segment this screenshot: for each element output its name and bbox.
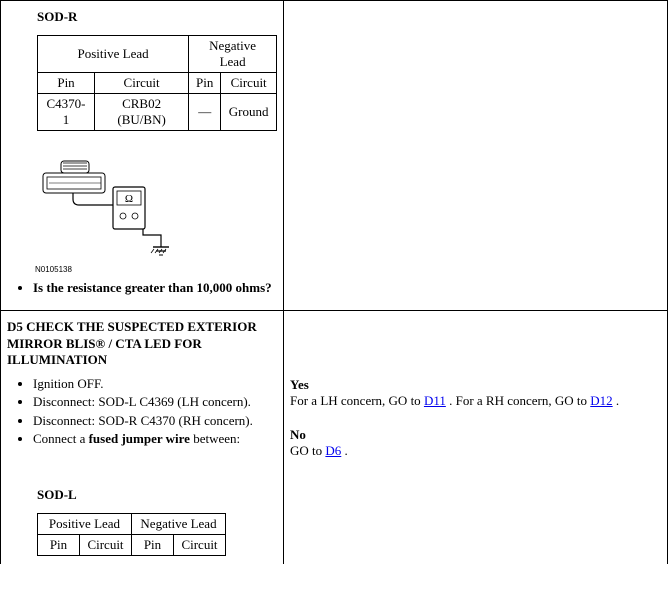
question-list: Is the resistance greater than 10,000 oh… [21,280,277,296]
step-result-upper [284,1,667,310]
pos-pin-cell: C4370-1 [38,94,95,131]
pin-header-2-neg: Pin [132,535,174,556]
ohm-symbol: Ω [125,193,133,205]
pin-header: Pin [38,73,95,94]
d5-b1: Ignition OFF. [33,376,277,392]
circuit-header-neg: Circuit [221,73,277,94]
neg-pin-cell: — [189,94,221,131]
d5-b4: Connect a fused jumper wire between: [33,431,277,447]
circuit-header-2: Circuit [80,535,132,556]
link-d12[interactable]: D12 [590,393,612,408]
d5-b2: Disconnect: SOD-L C4369 (LH concern). [33,394,277,410]
resistance-question: Is the resistance greater than 10,000 oh… [33,280,277,296]
no-label: No [290,427,661,443]
pos-lead-header-2: Positive Lead [38,514,132,535]
no-text: GO to D6 . [290,443,661,459]
d5-heading: D5 CHECK THE SUSPECTED EXTERIOR MIRROR B… [7,319,277,368]
step-row-upper: SOD-R Positive Lead Negative Lead Pin Ci… [1,1,667,311]
image-id: N0105138 [35,265,277,274]
neg-circuit-cell: Ground [221,94,277,131]
step-row-d5: D5 CHECK THE SUSPECTED EXTERIOR MIRROR B… [1,311,667,564]
d5-b3: Disconnect: SOD-R C4370 (RH concern). [33,413,277,429]
sodr-heading: SOD-R [7,9,277,25]
sodl-lead-table: Positive Lead Negative Lead Pin Circuit … [37,513,226,556]
d5-bullets: Ignition OFF. Disconnect: SOD-L C4369 (L… [21,376,277,447]
pin-header-neg: Pin [189,73,221,94]
step-conditions-d5: D5 CHECK THE SUSPECTED EXTERIOR MIRROR B… [1,311,284,564]
ohmmeter-svg: Ω [35,151,205,261]
sodl-heading: SOD-L [7,487,277,503]
circuit-header: Circuit [95,73,189,94]
pos-circuit-cell: CRB02 (BU/BN) [95,94,189,131]
neg-lead-header: Negative Lead [189,36,277,73]
steps-table: SOD-R Positive Lead Negative Lead Pin Ci… [0,0,668,564]
yes-text: For a LH concern, GO to D11 . For a RH c… [290,393,661,409]
pos-lead-header: Positive Lead [38,36,189,73]
link-d6[interactable]: D6 [325,443,341,458]
step-result-d5: Yes For a LH concern, GO to D11 . For a … [284,311,667,564]
yes-label: Yes [290,377,661,393]
sodr-lead-table: Positive Lead Negative Lead Pin Circuit … [37,35,277,131]
step-conditions-upper: SOD-R Positive Lead Negative Lead Pin Ci… [1,1,284,310]
pin-header-2: Pin [38,535,80,556]
ohmmeter-diagram: Ω [35,151,277,261]
circuit-header-2-neg: Circuit [174,535,226,556]
link-d11[interactable]: D11 [424,393,446,408]
neg-lead-header-2: Negative Lead [132,514,226,535]
